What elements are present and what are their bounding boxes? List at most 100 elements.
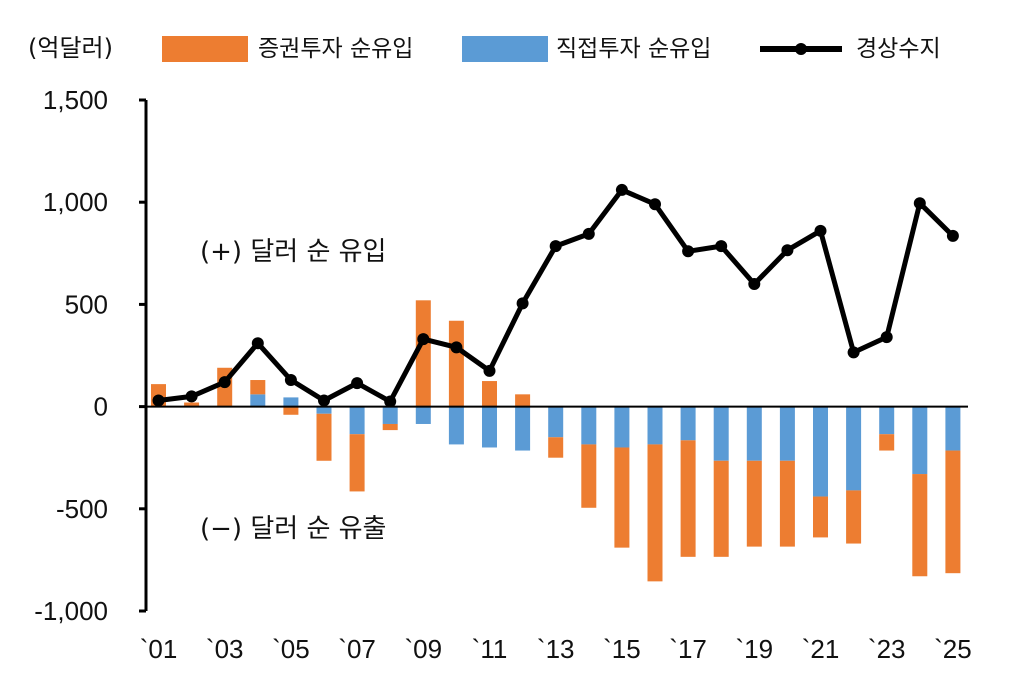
bar-securities-19 [779,460,795,547]
current-account-point-24 [946,229,959,242]
y-axis-label: (억달러) [28,34,113,62]
x-tick-label: `07 [338,634,376,664]
bar-securities-11 [515,394,531,407]
current-account-point-10 [483,364,496,377]
bar-direct-9 [448,406,464,445]
current-account-point-5 [318,394,330,407]
x-tick-label: `11 [472,634,508,664]
y-tick-label: 1,500 [43,85,108,115]
legend-label-securities: 증권투자 순유입 [258,36,413,62]
current-account-point-18 [748,277,761,290]
current-account-point-4 [284,374,297,387]
bar-securities-20 [813,496,828,538]
bar-securities-13 [581,444,597,508]
bar-direct-10 [482,406,497,448]
x-tick-label: `01 [140,634,178,664]
current-account-point-20 [814,224,827,237]
bar-direct-11 [515,406,531,451]
bar-securities-14 [614,447,630,548]
bar-securities-22 [879,434,895,451]
x-tick-label: `09 [405,634,443,664]
bar-direct-24 [945,406,961,451]
legend-swatch-securities [162,36,248,62]
current-account-point-16 [682,245,695,258]
y-tick-label: -1,000 [34,596,108,626]
bar-direct-5 [316,406,332,414]
bar-securities-6 [349,434,365,492]
bar-direct-18 [746,406,762,461]
y-tick-label: -500 [56,494,108,524]
x-tick-label: `13 [537,634,575,664]
current-account-point-2 [218,376,231,389]
current-account-series-line [158,187,955,404]
x-tick-label: `05 [272,634,310,664]
bar-direct-15 [647,406,663,445]
x-ticks: `01 `03 `05 `07 `09 `11 `13 `15 `17 `19 `21 `23 `25 [140,634,972,664]
legend-swatch-direct [462,36,548,62]
current-account-point-17 [715,240,728,253]
annotation-outflow: (−) 달러 순 유출 [200,514,386,544]
bar-securities-7 [382,423,398,431]
current-account-point-7 [384,395,397,408]
bar-securities-17 [713,460,729,557]
bars [151,300,961,582]
current-account-point-12 [549,240,562,253]
current-account-point-15 [649,198,661,211]
legend-label-direct: 직접투자 순유입 [556,36,711,62]
current-account-point-11 [516,297,529,310]
current-account-point-1 [185,390,198,403]
current-account-point-9 [450,341,463,354]
current-account-point-19 [781,244,794,257]
bar-securities-24 [945,450,961,574]
bar-direct-6 [349,406,365,435]
current-account-point-22 [880,331,893,344]
bar-securities-9 [448,320,464,407]
current-account-point-3 [251,337,264,350]
x-tick-label: `23 [868,634,906,664]
bar-securities-15 [647,444,663,582]
axes [144,100,968,611]
current-account-point-23 [913,197,926,210]
bar-direct-17 [713,406,729,461]
legend: 증권투자 순유입 직접투자 순유입 경상수지 [162,36,941,62]
bar-securities-5 [316,413,332,461]
y-tick-label: 500 [65,289,108,319]
bar-direct-7 [382,406,398,424]
bar-direct-13 [581,406,597,445]
current-account-point-14 [615,183,628,196]
bar-direct-3 [250,394,266,407]
y-tick-label: 1,000 [43,187,108,217]
bar-direct-23 [912,406,928,475]
current-account-line [152,183,959,408]
bar-securities-4 [283,406,299,415]
bar-securities-18 [746,460,762,547]
x-tick-label: `19 [736,634,774,664]
y-tick-label: 0 [94,392,108,422]
bar-direct-12 [548,406,564,438]
x-tick-label: `17 [669,634,707,664]
bar-securities-8 [415,300,431,407]
legend-label-current-account: 경상수지 [856,36,941,62]
x-tick-label: `03 [206,634,244,664]
bar-direct-16 [680,406,696,441]
current-account-point-0 [152,394,165,407]
bar-securities-16 [680,440,696,557]
bar-direct-4 [283,397,299,407]
current-account-point-8 [417,333,430,346]
bar-securities-10 [482,381,497,407]
y-ticks: 1,500 1,000 500 0 -500 -1,000 [34,85,146,626]
x-tick-label: `15 [603,634,641,664]
bar-direct-22 [879,406,895,435]
bar-direct-8 [415,406,431,424]
current-account-point-13 [582,227,595,240]
bar-direct-14 [614,406,630,448]
bar-securities-12 [548,437,564,458]
bar-direct-21 [846,406,862,491]
annotation-inflow: (+) 달러 순 유입 [200,237,386,267]
current-account-point-21 [847,346,860,359]
x-tick-label: `25 [934,634,972,664]
legend-marker-current-account [795,43,807,55]
bar-securities-21 [846,490,862,544]
x-tick-label: `21 [802,634,840,664]
